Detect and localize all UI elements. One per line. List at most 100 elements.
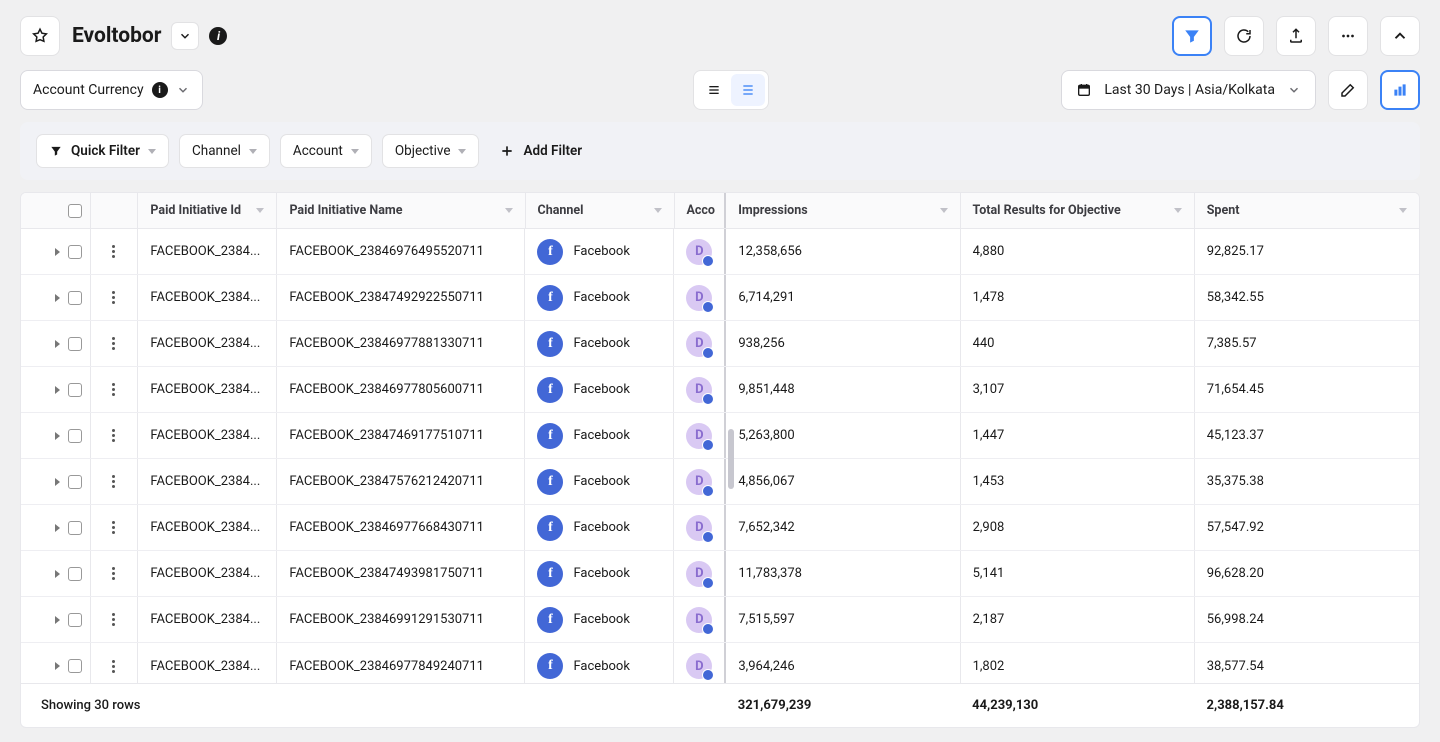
- cell-account: D: [674, 505, 726, 550]
- expand-row[interactable]: [55, 248, 60, 256]
- row-checkbox[interactable]: [68, 429, 82, 443]
- table-row: FACEBOOK_2384... FACEBOOK_23846991291530…: [21, 597, 1419, 643]
- expand-row[interactable]: [55, 570, 60, 578]
- col-spent[interactable]: Spent: [1195, 193, 1419, 228]
- menu-header: [91, 193, 139, 228]
- sort-icon: [1174, 208, 1182, 213]
- density-comfortable[interactable]: [731, 74, 765, 106]
- cell-results: 1,802: [961, 643, 1195, 683]
- expand-row[interactable]: [55, 478, 60, 486]
- cell-id: FACEBOOK_2384...: [138, 551, 277, 596]
- cell-results: 2,908: [961, 505, 1195, 550]
- date-range-picker[interactable]: Last 30 Days | Asia/Kolkata: [1061, 70, 1316, 110]
- expand-row[interactable]: [55, 432, 60, 440]
- cell-impressions: 4,856,067: [726, 459, 960, 504]
- account-avatar: D: [686, 239, 712, 265]
- expand-row[interactable]: [55, 662, 60, 670]
- facebook-icon: f: [537, 469, 563, 495]
- cell-id: FACEBOOK_2384...: [138, 597, 277, 642]
- expand-row[interactable]: [55, 294, 60, 302]
- collapse-button[interactable]: [1380, 16, 1420, 56]
- cell-results: 440: [961, 321, 1195, 366]
- add-filter-button[interactable]: Add Filter: [489, 143, 592, 159]
- cell-account: D: [674, 459, 726, 504]
- cell-impressions: 7,652,342: [726, 505, 960, 550]
- row-menu-button[interactable]: [112, 429, 115, 442]
- account-filter-dropdown[interactable]: Account: [280, 134, 372, 168]
- cell-id: FACEBOOK_2384...: [138, 367, 277, 412]
- table-row: FACEBOOK_2384... FACEBOOK_23846976495520…: [21, 229, 1419, 275]
- account-currency-label: Account Currency: [33, 82, 144, 98]
- row-menu-button[interactable]: [112, 613, 115, 626]
- cell-name: FACEBOOK_23847493981750711: [277, 551, 525, 596]
- row-menu-button[interactable]: [112, 245, 115, 258]
- cell-account: D: [674, 413, 726, 458]
- row-checkbox[interactable]: [68, 567, 82, 581]
- col-impressions[interactable]: Impressions: [726, 193, 960, 228]
- quick-filter-dropdown[interactable]: Quick Filter: [36, 134, 169, 168]
- data-table: Paid Initiative Id Paid Initiative Name …: [20, 192, 1420, 728]
- cell-account: D: [674, 597, 726, 642]
- cell-impressions: 9,851,448: [726, 367, 960, 412]
- add-filter-label: Add Filter: [523, 143, 582, 159]
- row-checkbox[interactable]: [68, 383, 82, 397]
- row-checkbox[interactable]: [68, 613, 82, 627]
- account-avatar: D: [686, 469, 712, 495]
- row-menu-button[interactable]: [112, 475, 115, 488]
- expand-row[interactable]: [55, 386, 60, 394]
- col-results[interactable]: Total Results for Objective: [961, 193, 1195, 228]
- row-checkbox[interactable]: [68, 291, 82, 305]
- cell-channel: fFacebook: [525, 551, 674, 596]
- cell-spent: 58,342.55: [1195, 275, 1419, 320]
- cell-impressions: 11,783,378: [726, 551, 960, 596]
- edit-button[interactable]: [1328, 70, 1368, 110]
- row-menu-button[interactable]: [112, 337, 115, 350]
- row-menu-button[interactable]: [112, 383, 115, 396]
- expand-row[interactable]: [55, 616, 60, 624]
- row-checkbox[interactable]: [68, 337, 82, 351]
- row-checkbox[interactable]: [68, 475, 82, 489]
- sort-icon: [654, 208, 662, 213]
- table-row: FACEBOOK_2384... FACEBOOK_23846977849240…: [21, 643, 1419, 683]
- cell-results: 2,187: [961, 597, 1195, 642]
- cell-impressions: 6,714,291: [726, 275, 960, 320]
- star-button[interactable]: [20, 16, 60, 56]
- select-all-checkbox[interactable]: [68, 204, 82, 218]
- expand-row[interactable]: [55, 524, 60, 532]
- col-paid-initiative-name[interactable]: Paid Initiative Name: [277, 193, 525, 228]
- title-dropdown-button[interactable]: [171, 22, 199, 50]
- expand-row[interactable]: [55, 340, 60, 348]
- row-checkbox[interactable]: [68, 245, 82, 259]
- channel-filter-dropdown[interactable]: Channel: [179, 134, 270, 168]
- cell-spent: 56,998.24: [1195, 597, 1419, 642]
- export-button[interactable]: [1276, 16, 1316, 56]
- row-checkbox[interactable]: [68, 659, 82, 673]
- account-avatar: D: [686, 377, 712, 403]
- row-count-label: Showing 30 rows: [21, 698, 726, 713]
- account-currency-dropdown[interactable]: Account Currency i: [20, 70, 203, 110]
- cell-account: D: [674, 367, 726, 412]
- scroll-handle[interactable]: [728, 429, 734, 489]
- col-channel[interactable]: Channel: [526, 193, 675, 228]
- row-menu-button[interactable]: [112, 567, 115, 580]
- objective-filter-dropdown[interactable]: Objective: [382, 134, 480, 168]
- info-icon[interactable]: i: [209, 27, 227, 45]
- chevron-down-icon: [249, 149, 257, 154]
- refresh-button[interactable]: [1224, 16, 1264, 56]
- row-menu-button[interactable]: [112, 521, 115, 534]
- row-menu-button[interactable]: [112, 291, 115, 304]
- chart-toggle-button[interactable]: [1380, 70, 1420, 110]
- density-compact[interactable]: [697, 74, 731, 106]
- cell-id: FACEBOOK_2384...: [138, 643, 277, 683]
- cell-results: 1,447: [961, 413, 1195, 458]
- row-menu-button[interactable]: [112, 660, 115, 673]
- more-button[interactable]: [1328, 16, 1368, 56]
- row-checkbox[interactable]: [68, 521, 82, 535]
- filter-toggle-button[interactable]: [1172, 16, 1212, 56]
- cell-account: D: [674, 275, 726, 320]
- cell-id: FACEBOOK_2384...: [138, 229, 277, 274]
- col-account[interactable]: Acco: [675, 193, 727, 228]
- table-footer: Showing 30 rows 321,679,239 44,239,130 2…: [21, 683, 1419, 727]
- cell-channel: fFacebook: [525, 505, 674, 550]
- col-paid-initiative-id[interactable]: Paid Initiative Id: [138, 193, 277, 228]
